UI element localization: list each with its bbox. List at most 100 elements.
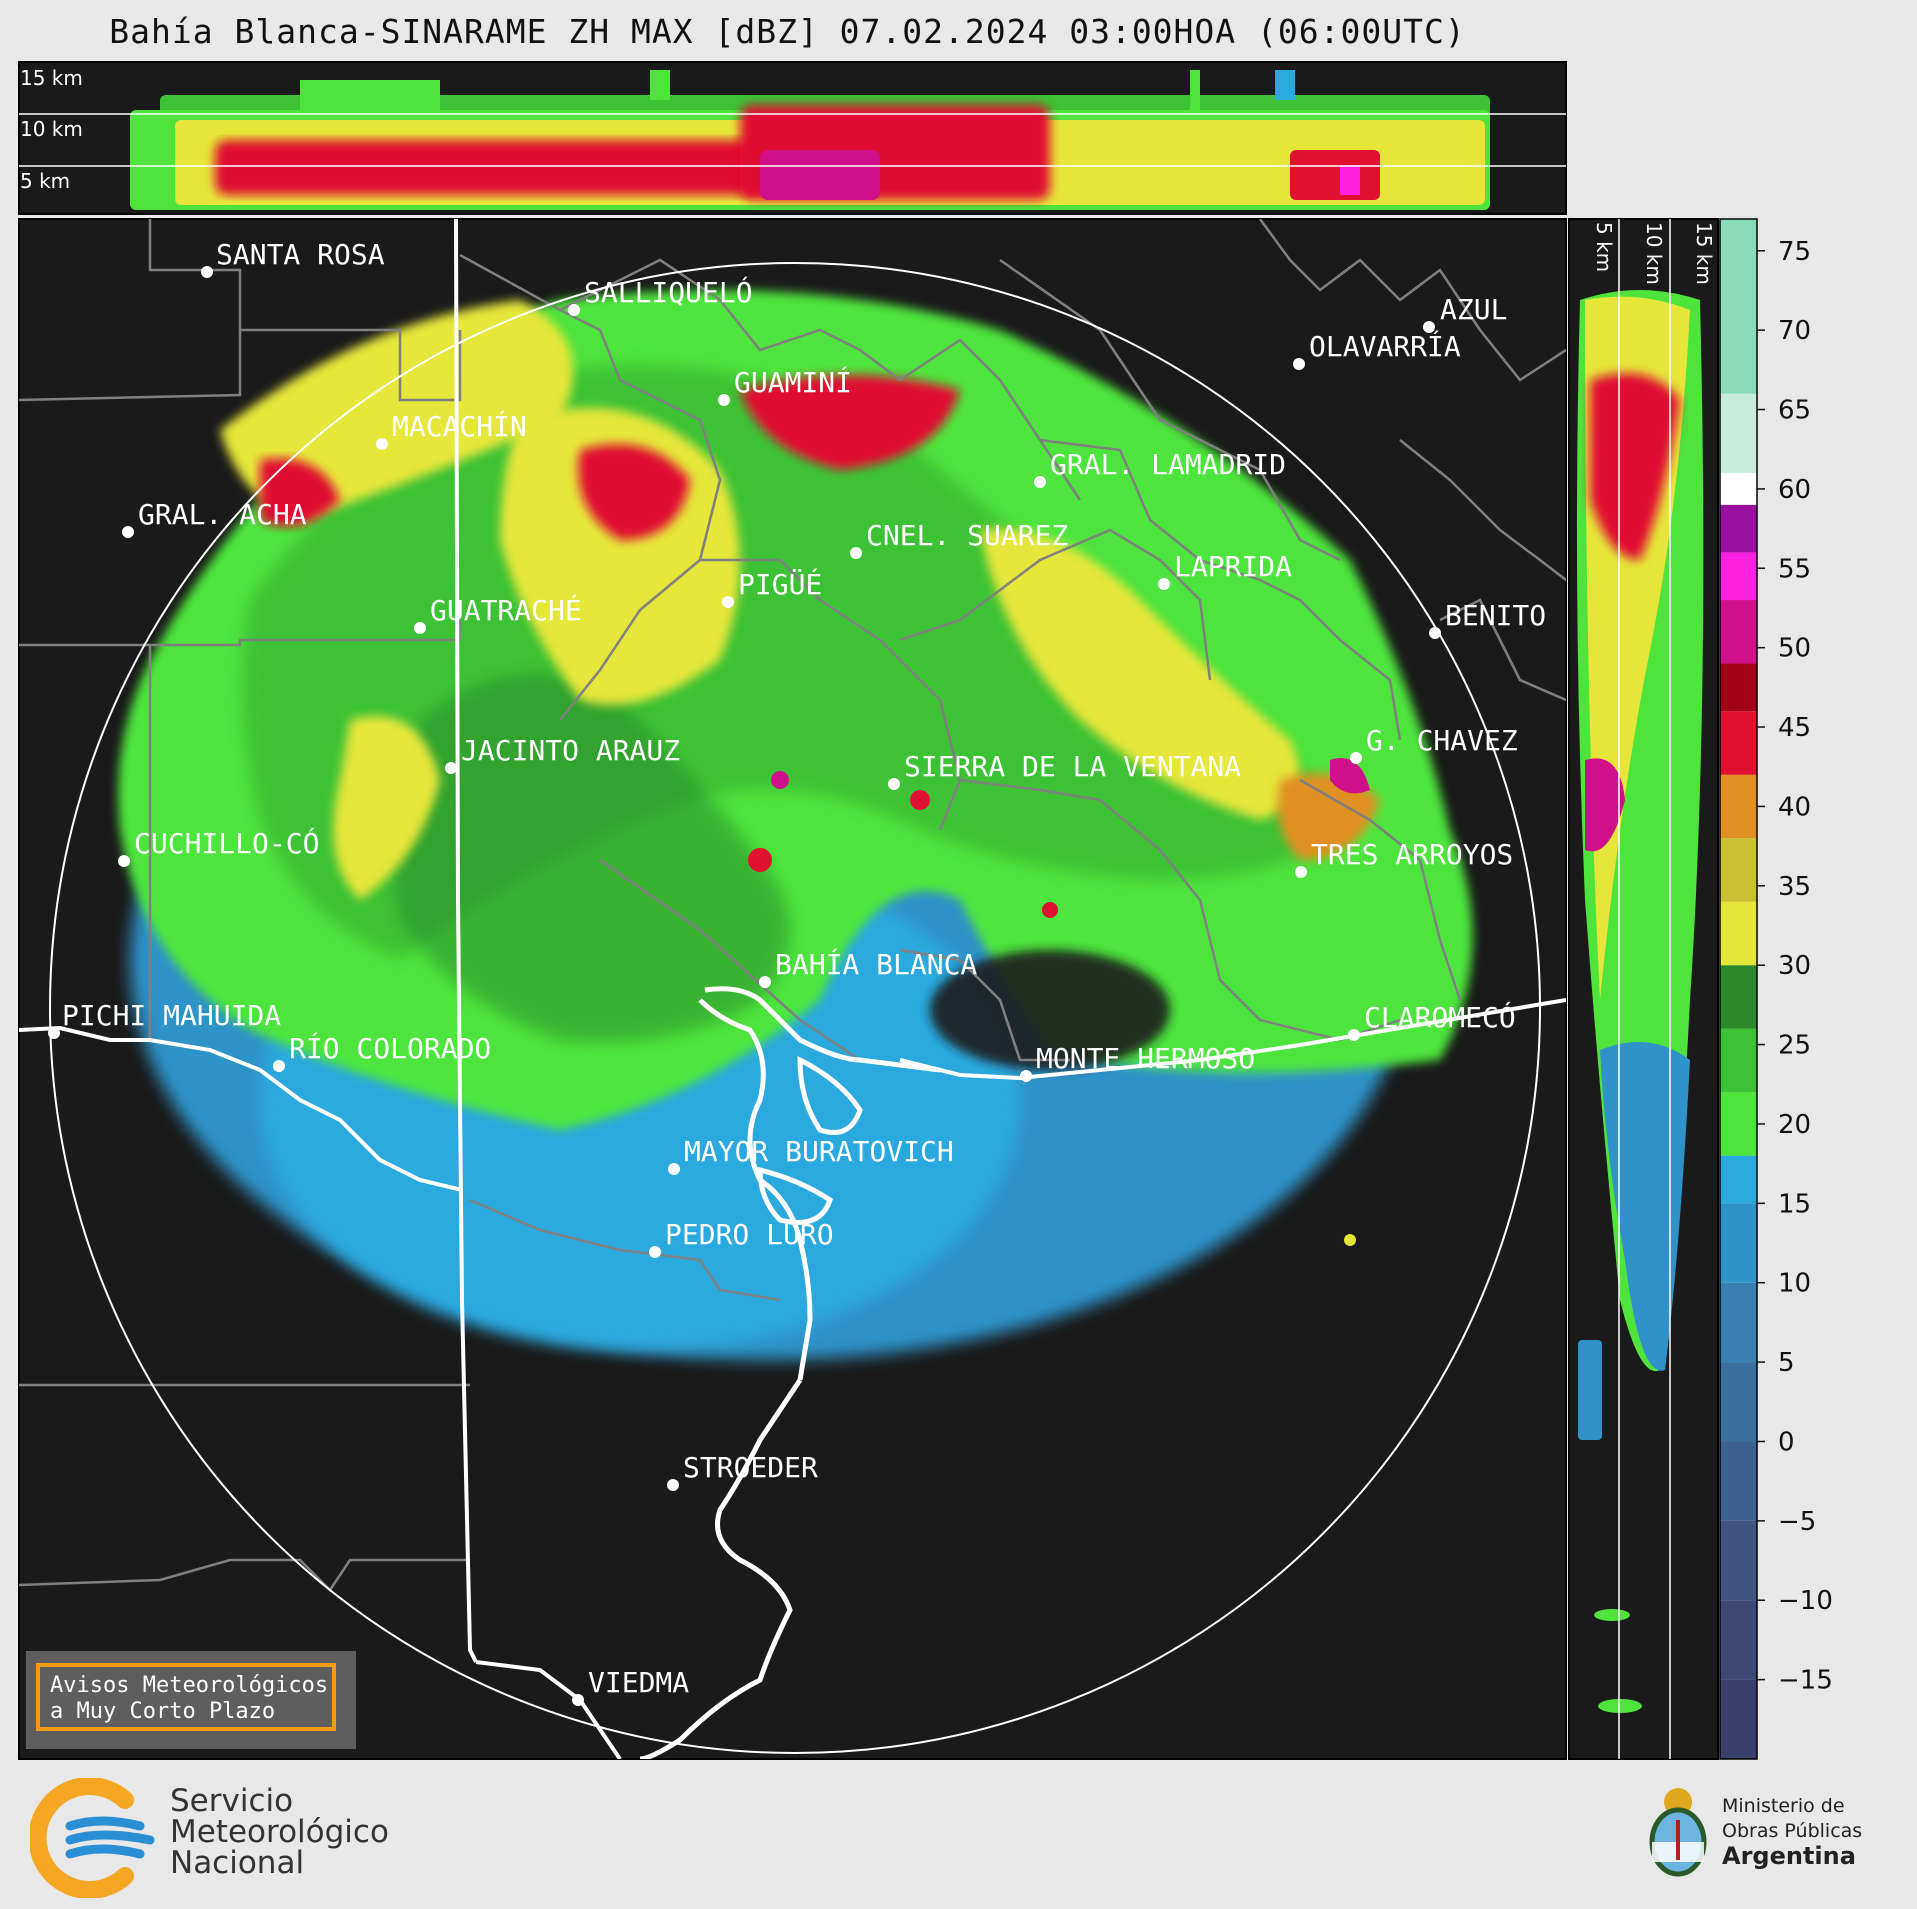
colorbar-band [1720,1203,1757,1283]
colorbar-tick-label: 20 [1778,1110,1811,1140]
city-dot [1158,578,1170,590]
smn-line-2: Meteorológico [170,1814,389,1850]
colorbar-tick-label: 30 [1778,951,1811,981]
city-dot [445,762,457,774]
ministry-line-2: Obras Públicas [1722,1820,1863,1842]
colorbar-band [1720,473,1757,505]
city-dot [888,778,900,790]
city-dot [122,526,134,538]
city-dot [850,547,862,559]
colorbar-tick-label: 75 [1778,237,1811,267]
coat-of-arms-icon [1649,1788,1707,1877]
city-marker: PIGÜÉ [722,567,822,608]
ministry-logo-text: Ministerio de Obras Públicas Argentina [1722,1794,1862,1869]
city-marker: MONTE HERMOSO [1020,1042,1255,1082]
smn-line-3: Nacional [170,1845,305,1881]
city-marker: MAYOR BURATOVICH [668,1135,954,1175]
colorbar-band [1720,1282,1757,1363]
colorbar-tick-label: 0 [1778,1427,1795,1457]
city-marker: CNEL. SUAREZ [850,519,1068,559]
city-marker: RÍO COLORADO [273,1031,491,1072]
side-height-label-15: 15 km [1692,222,1716,285]
city-dot [118,855,130,867]
city-label: PIGÜÉ [738,567,822,601]
city-marker: AZUL [1423,293,1507,333]
city-label: SIERRA DE LA VENTANA [904,750,1241,783]
colorbar-band [1720,552,1757,601]
smn-line-1: Servicio [170,1783,294,1819]
city-label: VIEDMA [588,1666,689,1699]
colorbar-tick-label: −15 [1778,1666,1833,1696]
city-dot [667,1479,679,1491]
city-label: OLAVARRÍA [1309,329,1461,363]
city-marker: GUAMINÍ [718,365,852,406]
colorbar-band [1720,504,1757,553]
city-label: GRAL. ACHA [138,498,307,531]
side-cross-section: 5 km 10 km 15 km [1568,218,1719,1760]
ministry-line-3: Argentina [1722,1842,1856,1870]
city-label: LAPRIDA [1174,550,1292,583]
smn-logo: Servicio Meteorológico Nacional [28,1777,430,1899]
city-dot [376,438,388,450]
city-dot [1423,321,1435,333]
city-label: MAYOR BURATOVICH [684,1135,954,1168]
city-marker: CLAROMECÓ [1348,1000,1516,1041]
colorbar-band [1720,1092,1757,1156]
city-marker: PICHI MAHUIDA [48,999,281,1039]
city-marker: STROEDER [667,1451,818,1491]
smn-logo-text: Servicio Meteorológico Nacional [170,1786,389,1879]
colorbar-tick-label: 50 [1778,634,1811,664]
city-dot [568,304,580,316]
colorbar-tick-label: 15 [1778,1189,1811,1219]
city-dot [1429,627,1441,639]
city-marker: LAPRIDA [1158,550,1292,590]
colorbar-band [1720,1679,1757,1759]
colorbar-band [1720,901,1757,966]
city-dot [649,1246,661,1258]
city-marker: PEDRO LURO [649,1218,834,1258]
city-marker: SANTA ROSA [201,238,385,278]
page-title: Bahía Blanca-SINARAME ZH MAX [dBZ] 07.02… [109,12,1466,51]
city-dot [1350,752,1362,764]
city-marker: MACACHÍN [376,409,527,450]
city-label: TRES ARROYOS [1311,838,1513,871]
city-marker: CUCHILLO-CÓ [118,826,319,867]
colorbar-tick-label: 5 [1778,1348,1795,1378]
city-dot [668,1163,680,1175]
city-marker: BENITO [1429,599,1546,639]
province-lines [19,219,1566,1759]
ministry-logo: Ministerio de Obras Públicas Argentina [1640,1780,1900,1890]
colorbar-tick-label: 10 [1778,1269,1811,1299]
colorbar-band [1720,1028,1757,1093]
colorbar-band [1720,600,1757,664]
city-marker: GUATRACHÉ [414,593,582,634]
city-marker: OLAVARRÍA [1293,329,1461,370]
top-height-label-10: 10 km [20,117,83,141]
notice-line-1: Avisos Meteorológicos [50,1673,329,1698]
side-height-label-5: 5 km [1592,222,1616,272]
city-dot [722,596,734,608]
colorbar-band [1720,393,1757,474]
city-label: JACINTO ARAUZ [461,734,680,767]
city-marker: BAHÍA BLANCA [759,947,977,988]
city-label: STROEDER [683,1451,818,1484]
colorbar-tick-label: 70 [1778,316,1811,346]
colorbar-band [1720,1600,1757,1680]
colorbar-band [1720,838,1757,902]
city-label: BENITO [1445,599,1546,632]
city-marker: SALLIQUELÓ [568,275,753,316]
notice-line-2: a Muy Corto Plazo [50,1699,276,1724]
city-label: MACACHÍN [392,409,527,443]
city-label: BAHÍA BLANCA [775,947,977,981]
city-label: AZUL [1440,293,1507,326]
colorbar-band [1720,1155,1757,1204]
colorbar-tick-label: 40 [1778,792,1811,822]
colorbar-band [1720,774,1757,839]
colorbar-band [1720,1520,1757,1601]
city-dot [273,1060,285,1072]
city-label: PICHI MAHUIDA [62,999,281,1032]
colorbar-tick-label: −5 [1778,1507,1816,1537]
